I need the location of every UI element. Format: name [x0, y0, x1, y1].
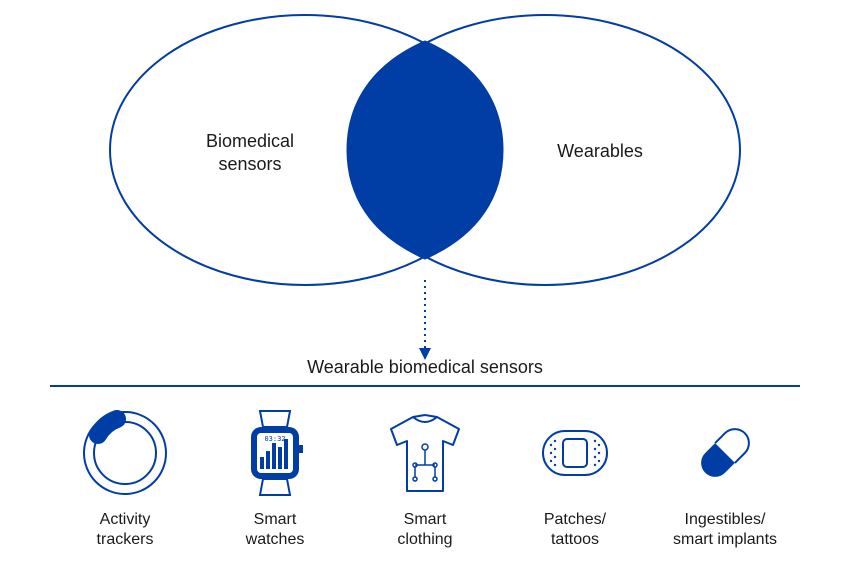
smart-clothing-icon [370, 400, 480, 505]
intersection-arrow [418, 280, 432, 365]
activity-tracker-icon [70, 400, 180, 505]
item-smart-clothing: Smart clothing [350, 400, 500, 550]
item-label: Patches/ tattoos [544, 510, 606, 550]
item-label: Ingestibles/ smart implants [673, 510, 777, 550]
item-ingestibles: Ingestibles/ smart implants [650, 400, 800, 550]
capsule-icon [670, 400, 780, 505]
venn-intersection [347, 41, 503, 259]
smart-watch-icon: 03:32 [220, 400, 330, 505]
venn-diagram: Biomedical sensors Wearables [0, 0, 850, 290]
item-label: Activity trackers [97, 510, 154, 550]
svg-text:03:32: 03:32 [264, 435, 285, 443]
venn-left-label: Biomedical sensors [190, 130, 310, 177]
item-patches-tattoos: Patches/ tattoos [500, 400, 650, 550]
item-smart-watches: 03:32 Smart watches [200, 400, 350, 550]
patch-tattoo-icon [520, 400, 630, 505]
intersection-label: Wearable biomedical sensors [0, 357, 850, 378]
item-label: Smart watches [246, 510, 305, 550]
venn-right-label: Wearables [540, 140, 660, 163]
item-label: Smart clothing [397, 510, 452, 550]
venn-svg [0, 0, 850, 300]
divider-line [50, 385, 800, 387]
device-items-row: Activity trackers 03:32 [50, 400, 800, 560]
item-activity-trackers: Activity trackers [50, 400, 200, 550]
